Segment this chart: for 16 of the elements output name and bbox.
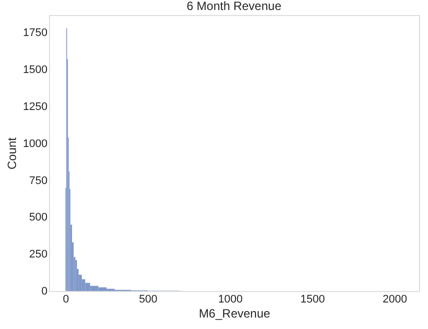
y-tick-label: 1500	[23, 64, 48, 76]
y-tick-label: 250	[29, 248, 48, 261]
x-tick-label: 1000	[218, 294, 243, 306]
y-tick-label: 1750	[23, 27, 48, 40]
x-axis-title: M6_Revenue	[198, 306, 271, 320]
y-tick-label: 1250	[23, 101, 48, 114]
x-tick-label: 2000	[382, 294, 408, 306]
y-axis-title: Count	[5, 136, 20, 170]
y-tick-label: 0	[41, 286, 48, 298]
y-tick-label: 500	[29, 212, 48, 224]
y-tick-label: 750	[29, 174, 48, 187]
x-tick-label: 1500	[300, 294, 325, 306]
x-tick-label: 0	[62, 294, 70, 306]
x-tick-label: 500	[138, 294, 158, 306]
y-tick-label: 1000	[23, 138, 48, 150]
chart-title: 6 Month Revenue	[186, 0, 282, 13]
